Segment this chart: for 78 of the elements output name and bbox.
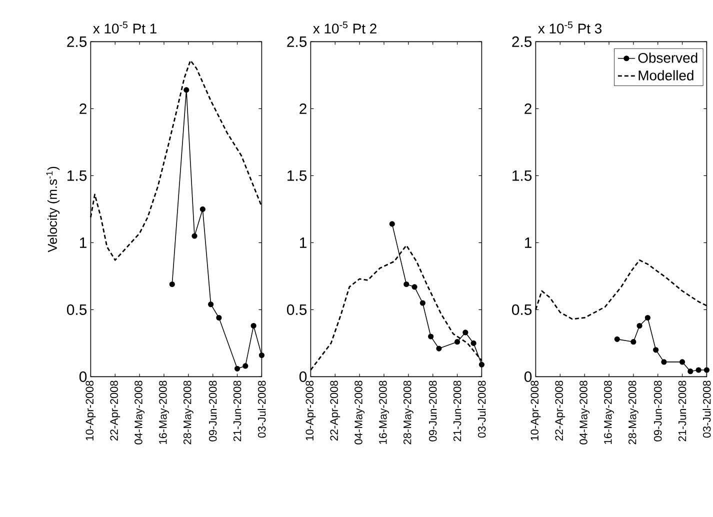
y-tick-label: 0 (524, 371, 532, 382)
x-tick-label: 09-Jun-2008 (428, 380, 437, 442)
point (200, 206, 206, 212)
point (478, 362, 484, 368)
point (412, 284, 418, 290)
chart-title: x 10$^{-5}$ Pt 2 (313, 21, 376, 34)
point (630, 339, 636, 345)
point (169, 281, 175, 288)
y-tick-label: 2 (524, 103, 532, 114)
point (644, 314, 650, 321)
point (454, 339, 460, 345)
point (208, 302, 214, 308)
y-tick-label: 2.5 (287, 36, 307, 47)
y-tick-label: 1.5 (288, 170, 307, 181)
point (462, 330, 468, 336)
chart-title: x 10$^{-5}$ Pt 1 (93, 21, 156, 34)
y-tick-label: 1 (300, 238, 306, 248)
x-tick-label: 16-May-2008 (604, 380, 614, 444)
point (704, 367, 710, 373)
point (404, 281, 410, 288)
y-axis-title: Velocity (m.s$^{-1}$) (46, 166, 60, 252)
y-tick-label: 2.5 (67, 36, 87, 47)
x-tick-label: 22-Apr-2008 (330, 380, 340, 441)
point (653, 347, 659, 353)
x-tick-label: 03-Jul-2008 (258, 380, 266, 438)
point (234, 366, 240, 372)
x-tick-label: 16-May-2008 (379, 380, 389, 444)
y-tick-label: 1.5 (512, 170, 532, 181)
chart-title: x 10$^{-5}$ Pt 3 (538, 21, 602, 34)
point (184, 87, 190, 93)
y-tick-label: 0.5 (512, 304, 532, 315)
x-tick-label: 04-May-2008 (580, 380, 590, 444)
y-tick-label: 2.5 (512, 36, 532, 47)
x-tick-label: 16-May-2008 (159, 380, 169, 444)
y-tick-label: 0 (299, 371, 307, 382)
x-tick-label: 28-May-2008 (628, 380, 638, 444)
x-tick-label: 28-May-2008 (403, 380, 414, 444)
y-tick-label: 1.5 (68, 170, 87, 181)
point (389, 221, 395, 227)
x-tick-label: 28-May-2008 (183, 380, 194, 444)
x-tick-label: 21-Jun-2008 (453, 380, 462, 442)
x-tick-label: 10-Apr-2008 (86, 380, 96, 440)
x-tick-label: 22-Apr-2008 (555, 380, 566, 441)
point (679, 359, 686, 365)
point (696, 367, 702, 373)
y-tick-label: 1 (80, 238, 86, 248)
point (192, 233, 198, 239)
x-tick-label: 03-Jul-2008 (702, 380, 711, 438)
y-tick-label: 0.5 (286, 304, 307, 315)
x-tick-label: 22-Apr-2008 (110, 380, 120, 441)
point (688, 368, 694, 374)
x-tick-label: 21-Jun-2008 (233, 380, 242, 442)
y-tick-label: 2 (80, 103, 86, 114)
point (428, 334, 434, 340)
x-tick-label: 04-May-2008 (354, 380, 365, 444)
point (636, 322, 642, 329)
point (258, 352, 264, 358)
y-tick-label: 1 (525, 238, 532, 248)
point (470, 340, 476, 346)
x-tick-label: 10-Apr-2008 (530, 380, 541, 440)
legend-label: Modelled (638, 70, 694, 80)
y-tick-label: 2 (300, 103, 306, 114)
x-tick-label: 10-Apr-2008 (306, 380, 316, 440)
point (250, 322, 256, 329)
point (216, 314, 222, 321)
point (614, 336, 620, 342)
point (420, 300, 426, 306)
x-tick-label: 04-May-2008 (134, 380, 145, 444)
x-tick-label: 03-Jul-2008 (478, 380, 486, 438)
point (242, 363, 248, 369)
x-tick-label: 21-Jun-2008 (678, 380, 686, 442)
y-tick-label: 0.5 (66, 304, 87, 315)
legend-label: Observed (638, 52, 698, 63)
point (661, 359, 667, 365)
x-tick-label: 09-Jun-2008 (654, 380, 662, 442)
y-tick-label: 0 (79, 371, 87, 382)
x-tick-label: 09-Jun-2008 (208, 380, 217, 442)
point (436, 346, 442, 352)
